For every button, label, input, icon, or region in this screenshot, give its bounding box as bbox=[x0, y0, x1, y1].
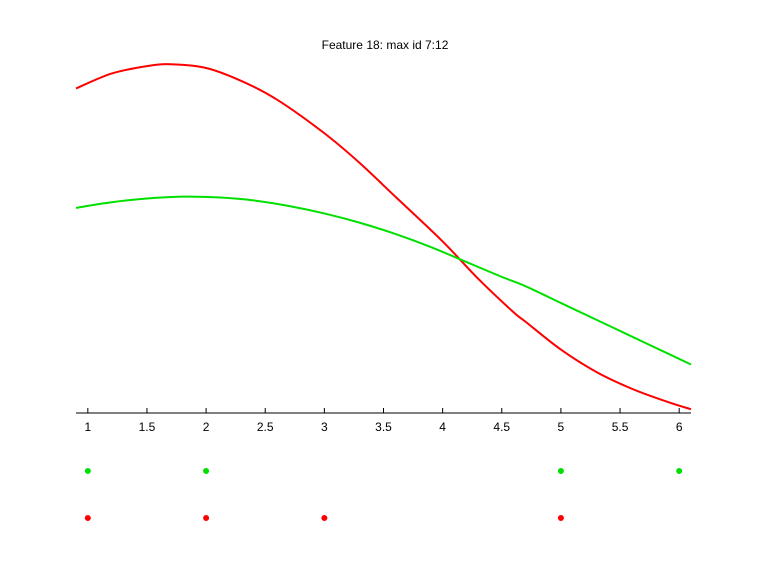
series-line-2 bbox=[75, 195, 692, 366]
marker-rows bbox=[84, 468, 683, 521]
marker-dot-row-2 bbox=[557, 515, 564, 521]
x-tick-label: 1 bbox=[84, 420, 91, 434]
x-axis-ticks: 1 1.5 2 2.5 3 3.5 4 4.5 5 5.5 6 bbox=[84, 408, 683, 434]
x-tick-label: 1.5 bbox=[139, 420, 156, 434]
x-tick-label: 4 bbox=[439, 420, 446, 434]
series-line-1 bbox=[75, 63, 692, 411]
marker-dot-row-2 bbox=[321, 515, 328, 521]
x-tick-label: 5 bbox=[558, 420, 565, 434]
marker-dot-row-1 bbox=[84, 468, 91, 474]
x-tick-label: 6 bbox=[676, 420, 683, 434]
series-layer bbox=[75, 63, 692, 411]
marker-dot-row-1 bbox=[557, 468, 564, 474]
x-tick-label: 5.5 bbox=[612, 420, 629, 434]
x-tick-label: 2.5 bbox=[257, 420, 274, 434]
x-tick-label: 3 bbox=[321, 420, 328, 434]
x-tick-label: 2 bbox=[203, 420, 210, 434]
x-tick-label: 3.5 bbox=[375, 420, 392, 434]
x-tick-label: 4.5 bbox=[493, 420, 510, 434]
marker-dot-row-2 bbox=[84, 515, 91, 521]
chart-title: Feature 18: max id 7:12 bbox=[322, 38, 449, 52]
marker-dot-row-2 bbox=[203, 515, 210, 521]
marker-dot-row-1 bbox=[676, 468, 683, 474]
marker-dot-row-1 bbox=[203, 468, 210, 474]
